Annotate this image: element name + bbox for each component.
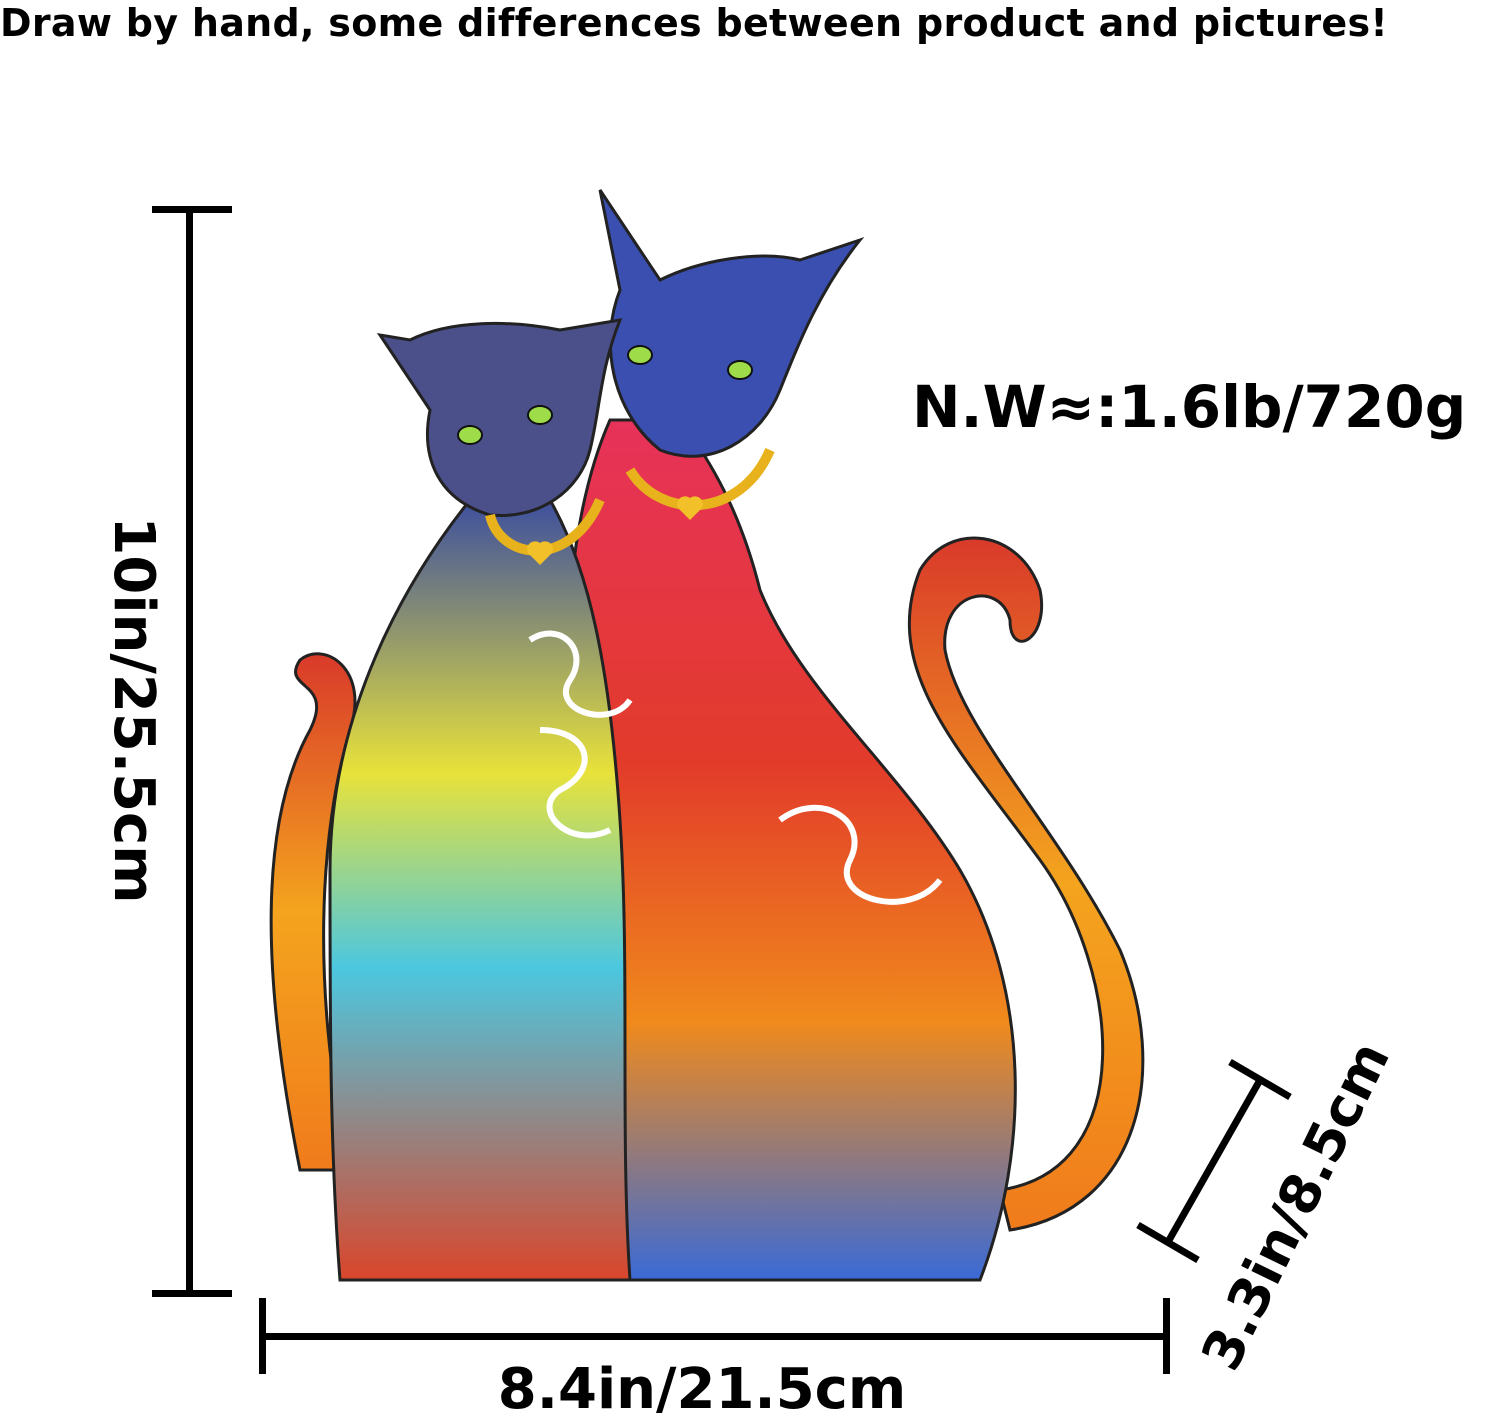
net-weight-label: N.W≈:1.6lb/720g (912, 373, 1467, 441)
depth-dimension-line (1136, 1058, 1292, 1264)
height-line-bottom-cap (152, 1290, 232, 1297)
left-cat-body (328, 498, 632, 1282)
left-cat-tail (269, 652, 357, 1172)
width-line-right-cap (1163, 1298, 1170, 1374)
necklace-heart (677, 496, 703, 520)
left-cat-eye (457, 425, 483, 445)
height-dimension-line (186, 208, 193, 1295)
height-label: 10in/25.5cm (101, 516, 166, 904)
left-cat-eye (527, 405, 553, 425)
graffiti-scribble (778, 804, 943, 905)
necklace-heart (527, 541, 553, 565)
width-label: 8.4in/21.5cm (497, 1357, 907, 1422)
height-line-top-cap (152, 206, 232, 213)
right-cat-tail (908, 536, 1145, 1232)
width-dimension-line (262, 1333, 1167, 1340)
cat-figurine-photo (269, 189, 1145, 1282)
right-cat-eye (727, 360, 753, 380)
graffiti-scribble (528, 630, 633, 839)
right-cat-eye (627, 345, 653, 365)
width-line-left-cap (259, 1298, 266, 1374)
right-cat-head (598, 189, 865, 458)
left-cat-head (376, 318, 623, 518)
disclaimer-text: Draw by hand, some differences between p… (0, 1, 1389, 45)
